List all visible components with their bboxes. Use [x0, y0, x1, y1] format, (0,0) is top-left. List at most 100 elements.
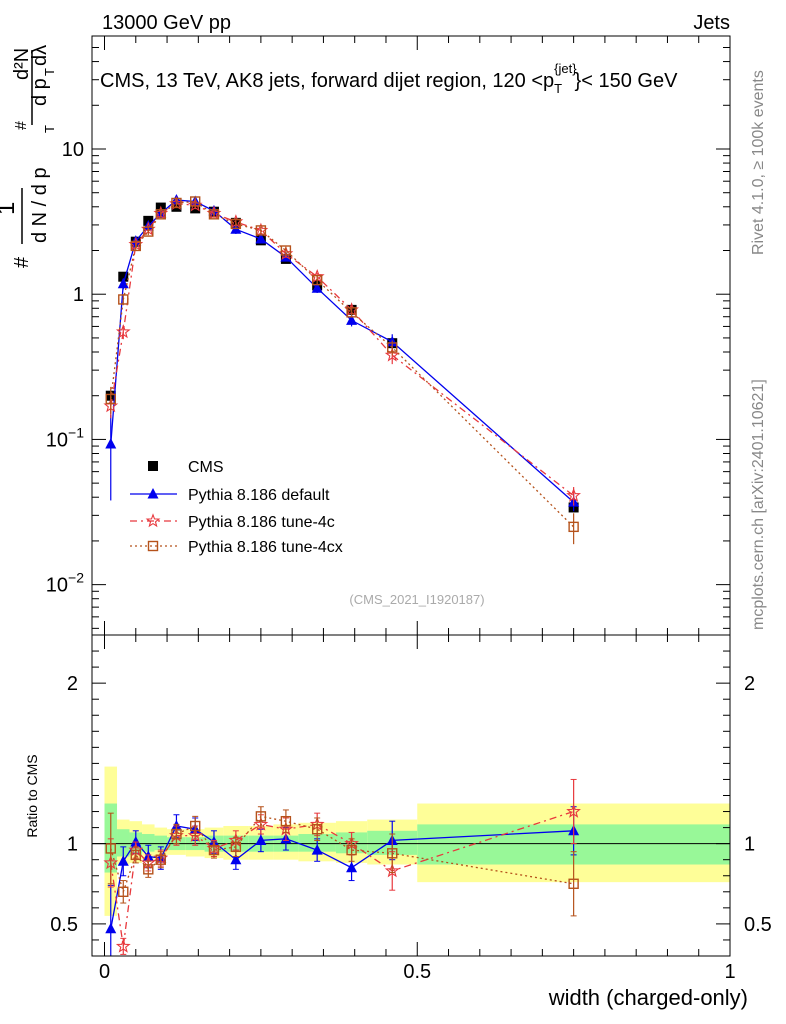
rivet-version-label: Rivet 4.1.0, ≥ 100k events	[750, 70, 767, 255]
point-tune4cx	[346, 307, 357, 318]
legend-marker-tune4cx	[147, 540, 159, 552]
x-axis-title: width (charged-only)	[548, 985, 748, 1010]
ratio-band-inner	[154, 835, 168, 851]
legend-marker-default	[147, 488, 159, 499]
point-tune4cx	[208, 209, 220, 220]
legend-marker-data	[148, 461, 158, 471]
main-y-tick-label: 10−2	[46, 570, 84, 597]
chart-title: CMS, 13 TeV, AK8 jets, forward dijet reg…	[100, 61, 678, 96]
ratio-point-tune4cx	[346, 844, 357, 856]
main-y-tick-label-base: 10	[46, 575, 68, 597]
legend-label-default: Pythia 8.186 default	[188, 487, 330, 504]
analysis-watermark: (CMS_2021_I1920187)	[349, 592, 484, 607]
ratio-point-tune4c	[187, 827, 203, 842]
point-tune4cx	[105, 393, 116, 405]
main-y-tick-label: 10−1	[46, 424, 84, 451]
point-default	[117, 277, 129, 289]
series-data	[105, 201, 579, 513]
ratio-series-tune4cx	[105, 806, 579, 917]
ratio-point-tune4cx	[155, 854, 167, 865]
legend-label-tune4cx: Pythia 8.186 tune-4cx	[188, 539, 343, 556]
point-default	[346, 314, 358, 325]
ratio-point-tune4cx	[130, 849, 141, 861]
ratio-point-default	[311, 844, 323, 855]
chart-title-sup: {jet}	[554, 61, 577, 76]
ratio-panel: 0.5 0.5 1 1 2 2 0 0.5 1 Ratio to CMS width (char…	[24, 634, 772, 1010]
ratio-point-default	[130, 836, 142, 847]
side-labels: Rivet 4.1.0, ≥ 100k events mcplots.cern.…	[750, 70, 767, 630]
legend: CMS Pythia 8.186 default Pythia 8.186 tune…	[130, 459, 343, 556]
ratio-point-tune4cx	[568, 878, 579, 889]
ylabel-t-1: T	[42, 125, 57, 133]
ratio-y-tick-label: 0.5	[50, 914, 78, 936]
point-tune4cx	[280, 245, 292, 256]
point-tune4cx	[387, 342, 398, 353]
series-line-tune4c	[110, 203, 574, 497]
chart-title-suffix: }< 150 GeV	[575, 70, 679, 92]
ratio-point-default	[230, 853, 242, 865]
x-tick-label: 1	[724, 961, 735, 983]
ratio-band-inner	[142, 834, 155, 852]
ylabel-t-2: T	[42, 68, 57, 76]
point-tune4cx	[155, 209, 167, 220]
ratio-y-tick-label-right: 2	[744, 673, 755, 695]
ratio-point-tune4c	[253, 816, 269, 831]
main-y-tick-label: 10	[62, 139, 84, 161]
ratio-point-tune4cx	[280, 815, 292, 827]
point-default	[142, 219, 154, 231]
ylabel-hash-2: #	[13, 121, 30, 130]
ylabel-dpt: d p	[29, 78, 51, 106]
main-y-tick-label: 1	[73, 284, 84, 306]
point-tune4c	[566, 487, 581, 502]
ratio-y-tick-label: 1	[67, 834, 78, 856]
ratio-band-inner	[117, 829, 130, 857]
ratio-point-tune4cx	[230, 841, 242, 853]
ratio-point-default	[117, 855, 129, 866]
mcplots-label: mcplots.cern.ch [arXiv:2401.10621]	[750, 379, 767, 630]
point-tune4cx	[255, 225, 267, 236]
ratio-point-default	[255, 834, 267, 845]
ratio-point-tune4cx	[171, 828, 182, 840]
ratio-frame	[91, 634, 731, 957]
ratio-point-tune4c	[115, 938, 131, 953]
chart-title-prefix: CMS, 13 TeV, AK8 jets, forward dijet reg…	[100, 70, 554, 92]
x-tick-label: 0	[99, 961, 110, 983]
point-tune4c	[384, 347, 400, 362]
point-tune4cx	[230, 218, 242, 230]
point-default	[105, 438, 117, 449]
point-tune4cx	[143, 226, 154, 237]
main-y-axis-title: # 1 d N / d p T # d²N d p T dλ	[0, 45, 57, 268]
ylabel-hash-1: #	[11, 256, 33, 268]
ratio-point-tune4cx	[255, 811, 267, 822]
series-tune4c	[103, 195, 581, 506]
ylabel-dlambda: dλ	[29, 45, 51, 66]
legend-label-data: CMS	[188, 459, 224, 476]
point-data	[118, 271, 129, 282]
ratio-point-tune4cx	[208, 844, 220, 856]
ylabel-dn-dpt: d N / d p	[29, 167, 51, 243]
ratio-y-tick-label-right: 0.5	[744, 914, 772, 936]
x-tick-label: 0.5	[403, 961, 431, 983]
ylabel-one: 1	[0, 202, 20, 215]
ratio-y-axis-title: Ratio to CMS	[24, 754, 40, 837]
ratio-data-marks	[103, 778, 581, 957]
header-right: Jets	[693, 12, 730, 34]
point-tune4cx	[190, 196, 201, 207]
series-line-tune4cx	[110, 200, 575, 528]
legend-marker-tune4c	[145, 513, 161, 528]
point-default	[255, 233, 267, 244]
point-tune4c	[115, 324, 131, 339]
ratio-y-tick-label-right: 1	[744, 834, 755, 856]
ratio-point-default	[346, 861, 358, 873]
ratio-point-tune4c	[566, 803, 581, 818]
chart-title-sub: T	[554, 81, 562, 96]
point-tune4cx	[568, 521, 579, 533]
ratio-point-default	[105, 922, 117, 934]
main-y-tick-label-exp: −2	[68, 570, 84, 586]
series-default	[105, 194, 580, 512]
ratio-point-tune4cx	[143, 864, 154, 875]
point-tune4cx	[130, 240, 141, 252]
point-tune4cx	[311, 274, 323, 286]
